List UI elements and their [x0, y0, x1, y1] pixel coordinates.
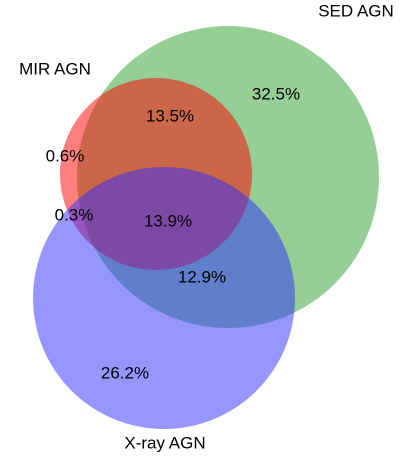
set-label: MIR AGN — [19, 59, 91, 78]
region-label: 12.9% — [178, 267, 226, 286]
set-label: SED AGN — [318, 1, 394, 20]
region-label: 0.3% — [55, 205, 94, 224]
region-label: 32.5% — [252, 84, 300, 103]
region-label: 13.5% — [146, 106, 194, 125]
set-circle — [33, 167, 295, 429]
set-label: X-ray AGN — [124, 433, 205, 452]
region-label: 13.9% — [144, 211, 192, 230]
region-label: 26.2% — [101, 363, 149, 382]
region-label: 0.6% — [46, 146, 85, 165]
